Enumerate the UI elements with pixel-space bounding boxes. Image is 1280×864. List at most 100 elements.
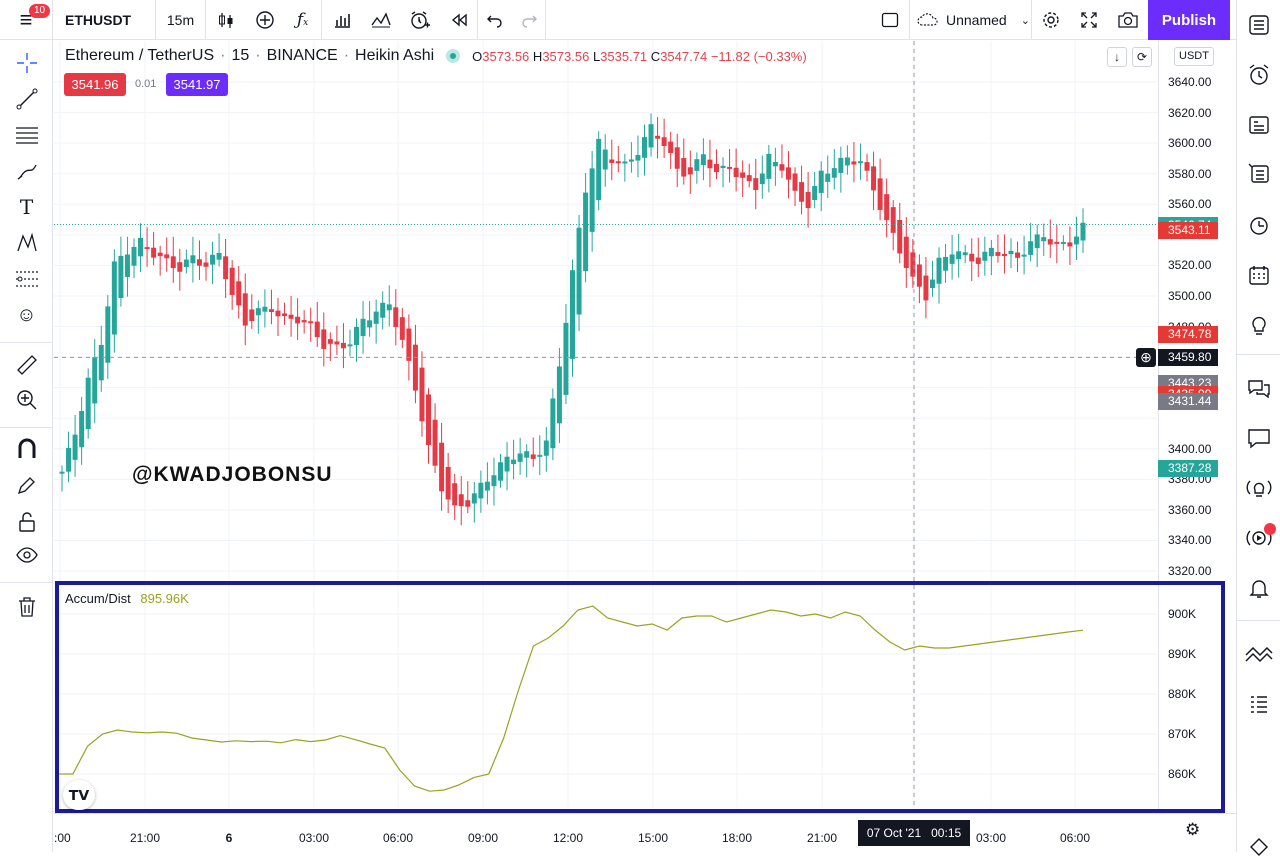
candle [720, 157, 726, 188]
fullscreen-button[interactable] [1070, 0, 1108, 40]
time-axis[interactable]: :00 21:00 6 03:00 06:00 09:00 12:00 15:00 18:00 2… [54, 813, 1236, 852]
calendar-button[interactable] [1237, 258, 1280, 292]
icons-tool[interactable]: ☺ [0, 298, 53, 332]
price-label: 3474.78 [1158, 326, 1218, 344]
data-window-button[interactable] [1237, 108, 1280, 142]
legend-exchange: BINANCE [266, 47, 338, 64]
crosshair-tool[interactable] [0, 46, 53, 80]
price-tick: 3600.00 [1168, 136, 1212, 151]
redo-icon [521, 15, 537, 28]
currency-button[interactable]: USDT [1174, 47, 1214, 66]
candle [308, 307, 314, 342]
lightbulb-icon [1252, 316, 1266, 335]
candle [687, 150, 693, 195]
symbol-title[interactable]: Ethereum / TetherUS [65, 47, 215, 64]
add-alert-plus-button[interactable]: ⊕ [1136, 348, 1156, 367]
ideas-button[interactable] [1237, 308, 1280, 342]
sell-price-button[interactable]: 3541.96 [64, 73, 126, 96]
symbol-search-button[interactable]: ETHUSDT [53, 0, 156, 40]
chart-type-button[interactable] [206, 0, 246, 40]
financials-button[interactable] [322, 0, 362, 40]
candle [766, 144, 772, 193]
candle [105, 295, 111, 379]
price-axis[interactable] [1158, 41, 1236, 813]
candle [131, 238, 137, 279]
hotlist-button[interactable] [1237, 156, 1280, 190]
candle [432, 403, 438, 473]
templates-button[interactable] [362, 0, 400, 40]
brush-tool[interactable] [0, 154, 53, 188]
chats-button[interactable] [1237, 372, 1280, 406]
tradingview-logo[interactable]: 𝗧𝗩 [63, 780, 95, 810]
compare-button[interactable] [246, 0, 284, 40]
undo-button[interactable] [478, 0, 512, 40]
settings-button[interactable] [1032, 0, 1070, 40]
broadcast-bulb-icon [1246, 480, 1272, 497]
magnet-tool[interactable] [0, 433, 53, 467]
alerts-button[interactable] [1237, 58, 1280, 92]
indicator-pane-highlight [55, 581, 1225, 813]
candle [98, 325, 104, 392]
pattern-tool[interactable] [0, 226, 53, 260]
price-label: 3543.11 [1158, 222, 1218, 240]
indicator-tick: 880K [1168, 687, 1197, 701]
hide-drawings-tool[interactable] [0, 538, 53, 572]
candle [1080, 208, 1086, 253]
zoom-tool[interactable] [0, 383, 53, 417]
fib-retracement-icon [15, 127, 38, 144]
candle [144, 227, 150, 267]
watchlist-button[interactable] [1237, 8, 1280, 42]
streams-button[interactable] [1237, 470, 1280, 504]
lock-drawings-tool[interactable] [0, 505, 53, 539]
layout-name-button[interactable]: Unnamed ⌄ [910, 0, 1032, 40]
candle [59, 465, 65, 492]
main-menu-button[interactable]: ≡ 10 [0, 0, 53, 40]
live-streams-button[interactable] [1237, 521, 1280, 555]
chart-canvas[interactable] [0, 0, 1236, 852]
calendar-icon [1249, 266, 1269, 285]
candle [615, 146, 621, 173]
candle [838, 146, 844, 193]
candle [275, 297, 281, 337]
notifications-button[interactable] [1237, 571, 1280, 605]
prediction-tool[interactable] [0, 262, 53, 296]
layout-select-button[interactable] [870, 0, 910, 40]
camera-icon [1118, 12, 1138, 28]
calendar-economic-button[interactable] [1237, 208, 1280, 242]
candle [72, 414, 78, 477]
candle [668, 131, 674, 169]
candle [85, 368, 91, 439]
maximize-pane-button[interactable]: ⟳ [1132, 47, 1152, 67]
stay-drawing-tool[interactable] [0, 468, 53, 502]
indicator-name[interactable]: Accum/Dist [65, 591, 131, 606]
buy-price-button[interactable]: 3541.97 [166, 73, 228, 96]
snapshot-button[interactable] [1108, 0, 1148, 40]
candle [419, 351, 425, 437]
candle [1008, 238, 1014, 269]
collapse-pane-button[interactable]: ↓ [1107, 47, 1127, 67]
candle [426, 388, 432, 464]
publish-button[interactable]: Publish [1148, 0, 1230, 40]
notification-badge: 10 [29, 4, 51, 18]
measure-tool[interactable] [0, 348, 53, 382]
indicator-tick: 890K [1168, 647, 1197, 661]
fib-tool[interactable] [0, 118, 53, 152]
candle [988, 240, 994, 276]
alert-button[interactable] [400, 0, 440, 40]
candle [589, 151, 595, 252]
trading-panel-button[interactable] [1237, 637, 1280, 671]
redo-button[interactable] [512, 0, 546, 40]
collapse-button[interactable] [1237, 830, 1280, 864]
remove-drawings-tool[interactable] [0, 590, 53, 624]
object-tree-button[interactable] [1237, 688, 1280, 722]
indicators-button[interactable]: ƒx [284, 0, 322, 40]
my-chats-button[interactable] [1237, 421, 1280, 455]
axis-settings-button[interactable]: ⚙ [1185, 820, 1200, 840]
eye-icon [15, 547, 38, 563]
candle [164, 237, 170, 272]
replay-button[interactable] [440, 0, 478, 40]
candle [1021, 235, 1027, 275]
interval-button[interactable]: 15m [156, 0, 206, 40]
text-tool[interactable]: T [0, 190, 53, 224]
trendline-tool[interactable] [0, 82, 53, 116]
